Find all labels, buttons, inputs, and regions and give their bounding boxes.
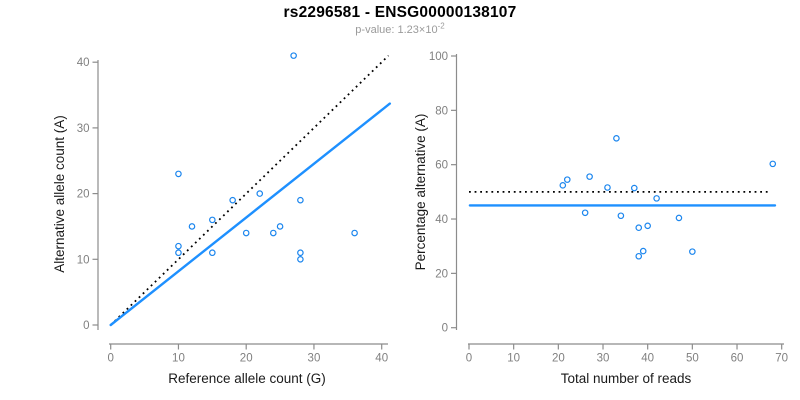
x-axis-label: Total number of reads [561,371,692,386]
pvalue-text: p-value: 1.23×10 [355,24,438,36]
data-point [175,242,182,250]
data-point [229,196,236,204]
y-axis-label: Percentage alternative (A) [413,114,428,271]
y-tick-label: 100 [429,51,448,63]
y-tick-label: 80 [435,105,448,117]
data-point [188,223,196,230]
x-tick-label: 10 [172,353,185,365]
data-point [689,248,696,255]
y-tick-label: 20 [77,189,90,201]
data-point [351,229,358,237]
fit-line [109,102,392,327]
x-tick-label: 0 [107,353,113,365]
data-point [675,214,683,222]
y-tick-label: 40 [77,57,90,69]
data-point [653,195,660,202]
pvalue-exponent: -2 [437,21,445,31]
data-point [559,182,567,189]
x-tick-label: 30 [597,353,610,365]
data-point [276,223,284,230]
x-tick-label: 20 [240,353,253,365]
x-tick-label: 30 [308,353,321,365]
data-point [635,224,643,232]
x-tick-label: 60 [731,353,744,365]
x-tick-label: 40 [375,353,388,365]
data-point [639,247,647,255]
x-axis-label: Reference allele count (G) [168,371,326,386]
data-point [613,135,620,142]
figure-subtitle: p-value: 1.23×10-2 [0,21,800,36]
data-point [175,249,182,257]
data-point [175,170,182,178]
x-tick-label: 20 [552,353,565,365]
figure-title: rs2296581 - ENSG00000138107 [283,4,517,21]
data-point [269,229,277,237]
identity-line [110,54,390,326]
data-point [630,184,638,192]
y-tick-label: 30 [77,123,90,135]
y-axis-label: Alternative allele count (A) [52,115,67,273]
y-tick-label: 40 [435,214,448,226]
y-tick-label: 0 [83,320,89,332]
data-point [769,160,777,168]
y-tick-label: 10 [77,254,90,266]
x-tick-label: 70 [775,353,788,365]
x-tick-label: 0 [466,353,472,365]
data-point [586,173,593,180]
x-tick-label: 40 [641,353,654,365]
data-point [644,222,651,230]
data-point [256,190,264,197]
x-tick-label: 50 [686,353,699,365]
data-point [209,216,216,224]
data-point [604,184,611,191]
data-point [297,249,304,257]
data-point [563,176,571,183]
y-tick-label: 60 [435,160,448,172]
data-point [297,255,304,263]
data-point [242,229,250,237]
data-point [617,212,625,220]
data-point [290,52,297,59]
data-point [635,252,643,260]
y-tick-label: 20 [435,268,448,280]
y-tick-label: 0 [442,323,448,335]
x-tick-label: 10 [507,353,520,365]
data-point [297,196,304,204]
data-point [581,209,589,217]
data-point [209,249,216,257]
